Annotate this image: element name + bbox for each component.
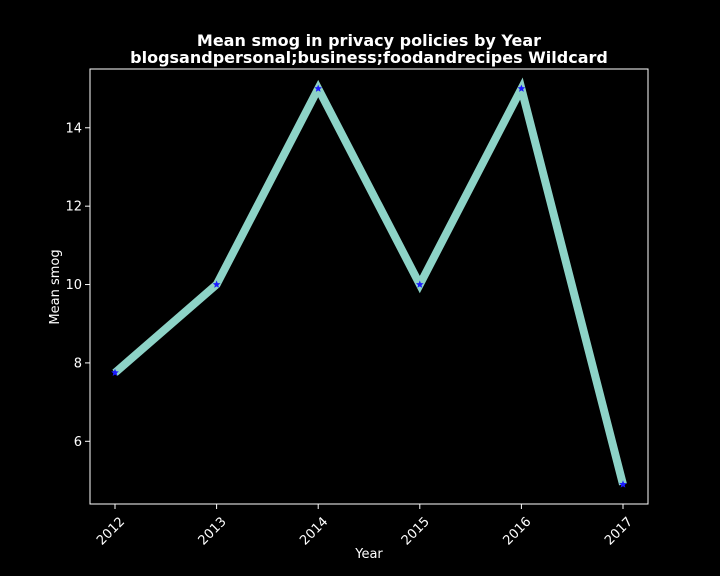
y-tick-label: 8 xyxy=(74,356,82,371)
y-tick-label: 12 xyxy=(65,200,82,215)
x-tick-label: 2013 xyxy=(196,514,230,548)
x-axis-label: Year xyxy=(354,547,383,562)
chart-title-line-2: blogsandpersonal;business;foodandrecipes… xyxy=(130,48,608,67)
x-tick-label: 2012 xyxy=(94,514,128,548)
x-tick-label: 2014 xyxy=(297,514,331,548)
y-tick-label: 10 xyxy=(65,278,82,293)
y-tick-label: 14 xyxy=(65,121,82,136)
data-point-marker xyxy=(517,84,526,92)
y-axis-label: Mean smog xyxy=(48,249,63,324)
series-line xyxy=(112,77,627,486)
data-point-marker xyxy=(619,480,627,488)
series-layer xyxy=(112,77,627,486)
data-point-marker xyxy=(416,280,424,288)
data-point-marker xyxy=(212,280,221,288)
data-point-marker xyxy=(314,84,322,92)
x-axis: 2012 2013 2014 2015 2016 2017 xyxy=(94,504,636,548)
axes-frame xyxy=(89,68,649,505)
chart-title-line-1: Mean smog in privacy policies by Year xyxy=(197,31,541,50)
data-point-marker xyxy=(111,368,119,376)
y-tick-label: 6 xyxy=(74,435,82,450)
y-axis: 6 8 10 12 14 xyxy=(65,121,90,450)
x-tick-label: 2015 xyxy=(399,514,433,548)
marker-layer xyxy=(111,84,627,488)
x-tick-label: 2016 xyxy=(500,514,534,548)
x-tick-label: 2017 xyxy=(602,514,636,548)
